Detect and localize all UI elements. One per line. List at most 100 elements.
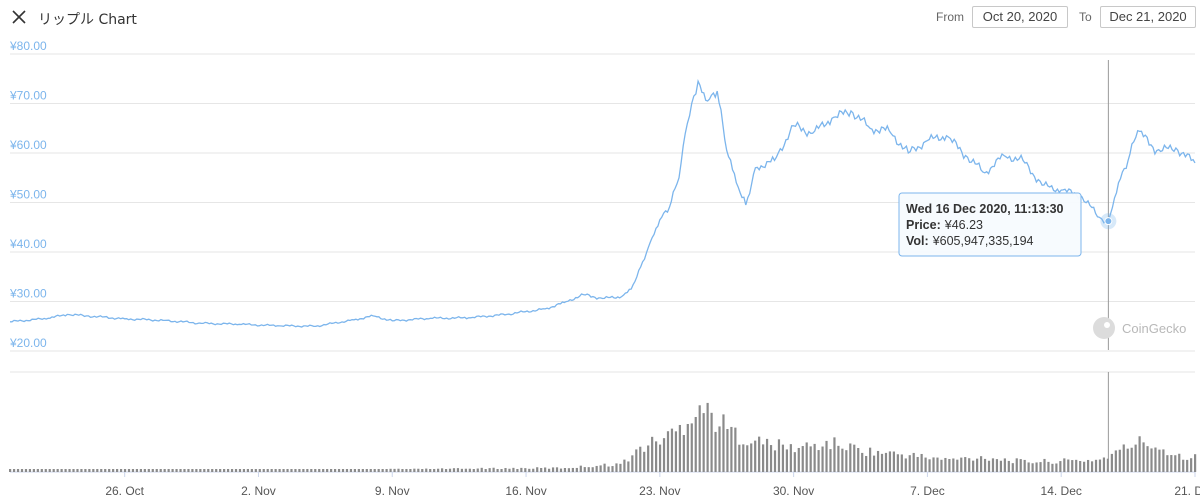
volume-bar (999, 460, 1003, 472)
volume-bar (880, 453, 884, 472)
volume-bar (1182, 459, 1185, 472)
volume-bar (647, 445, 650, 472)
x-tick-label: 16. Nov (505, 484, 546, 498)
volume-bar (270, 469, 273, 472)
volume-bar (777, 439, 781, 472)
volume-bar (326, 469, 329, 472)
volume-bar (631, 455, 634, 472)
volume-bar (1130, 447, 1133, 472)
coingecko-watermark: CoinGecko (1093, 317, 1186, 339)
volume-bar (571, 467, 574, 472)
price-chart[interactable]: ¥80.00 ¥70.00 ¥60.00 ¥50.00 ¥40.00 ¥30.00 ¥20.… (0, 36, 1200, 502)
volume-bar (246, 469, 249, 472)
x-tick-label: 23. Nov (639, 484, 680, 498)
gecko-eye-icon (1104, 322, 1110, 328)
volume-bar (948, 459, 951, 472)
volume-bar (805, 442, 808, 472)
volume-bar (330, 469, 333, 472)
volume-bar (175, 469, 178, 472)
volume-bar (417, 468, 420, 472)
volume-bar (682, 434, 685, 472)
volume-bar (575, 467, 578, 472)
volume-bar (48, 469, 51, 472)
volume-bar (167, 469, 170, 472)
volume-bar (195, 469, 198, 472)
volume-bar (207, 469, 210, 472)
volume-bar (670, 428, 674, 472)
volume-bar (547, 468, 551, 472)
volume-bar (773, 450, 777, 472)
volume-bar (131, 469, 135, 472)
volume-bar (76, 469, 79, 472)
volume-bar (801, 446, 804, 472)
x-axis: 26. Oct 2. Nov 9. Nov 16. Nov 23. Nov 30. Nov… (105, 472, 1200, 498)
volume-bar (698, 405, 701, 472)
volume-bar (861, 452, 864, 472)
volume-bar (500, 469, 503, 472)
volume-bar (349, 469, 353, 472)
volume-bar (785, 449, 788, 472)
volume-bar (44, 469, 47, 472)
volume-bar (238, 469, 242, 472)
gecko-logo-icon (1093, 317, 1115, 339)
volume-bar (738, 444, 741, 472)
volume-bar (643, 451, 646, 472)
volume-bar (599, 465, 602, 472)
volume-bar (119, 469, 123, 472)
volume-bar (1162, 449, 1165, 472)
volume-bar (837, 445, 840, 472)
volume-bar (1015, 458, 1018, 472)
tooltip-price-value: ¥46.23 (944, 218, 983, 232)
volume-bar (888, 451, 892, 472)
volume-bar (686, 423, 689, 472)
volume-bar (730, 426, 733, 472)
from-date-input[interactable]: Oct 20, 2020 (972, 6, 1068, 28)
volume-bar (52, 469, 55, 472)
volume-bar (337, 469, 341, 472)
tooltip-price-label: Price: (906, 218, 941, 232)
volume-bar (690, 423, 693, 472)
volume-bar (163, 469, 166, 472)
volume-bar (1102, 457, 1106, 472)
volume-bar (230, 469, 234, 472)
volume-bar (310, 469, 313, 472)
volume-bar (587, 467, 590, 472)
volume-bar (674, 431, 678, 472)
volume-bar (155, 469, 158, 472)
volume-bar (179, 469, 182, 472)
volume-bar (322, 469, 325, 472)
volume-bar (960, 457, 963, 472)
y-tick-label: ¥60.00 (9, 138, 47, 152)
volume-bar (274, 469, 277, 472)
volume-bar (726, 428, 729, 472)
x-tick-label: 14. Dec (1041, 484, 1082, 498)
volume-bar (159, 469, 162, 472)
volume-bar (254, 469, 257, 472)
volume-bar (528, 468, 531, 472)
volume-bar (1023, 459, 1026, 472)
to-date-input[interactable]: Dec 21, 2020 (1100, 6, 1196, 28)
volume-bar (294, 469, 297, 472)
volume-bar (710, 412, 713, 472)
volume-bar (662, 438, 666, 472)
volume-bar (746, 445, 749, 472)
volume-bar (765, 438, 769, 472)
volume-bar (1190, 458, 1193, 472)
close-icon[interactable] (10, 8, 28, 26)
volume-bar (298, 469, 301, 472)
volume-bar (385, 469, 388, 472)
volume-bar (987, 460, 991, 472)
volume-bar (563, 468, 567, 472)
volume-bar (884, 452, 888, 472)
volume-bar (314, 469, 317, 472)
volume-bar (1126, 448, 1129, 472)
volume-bar (1086, 459, 1090, 472)
volume-bar (413, 468, 416, 472)
chart-header: リップル Chart From Oct 20, 2020 To Dec 21, … (0, 0, 1200, 36)
volume-bar (203, 469, 206, 472)
volume-bar (579, 465, 582, 472)
volume-bar (36, 469, 39, 472)
volume-bar (639, 446, 642, 472)
volume-bar (658, 444, 662, 472)
volume-bar (108, 469, 111, 472)
